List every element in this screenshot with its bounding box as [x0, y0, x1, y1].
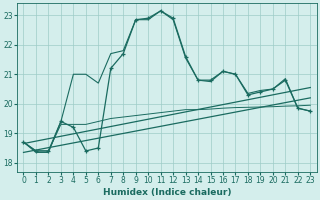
X-axis label: Humidex (Indice chaleur): Humidex (Indice chaleur): [103, 188, 231, 197]
